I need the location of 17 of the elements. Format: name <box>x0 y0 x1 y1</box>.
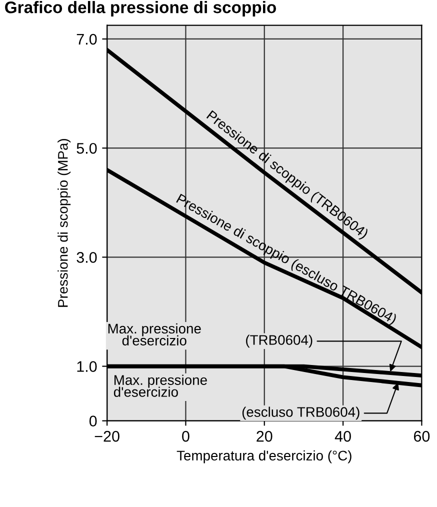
y-tick-label: 7.0 <box>76 34 97 45</box>
x-tick-label: 20 <box>256 430 272 442</box>
x-tick-label: 0 <box>182 430 190 442</box>
y-tick-label: 3.0 <box>76 252 97 263</box>
y-tick-label: 0 <box>89 416 97 426</box>
x-axis-title: Temperatura d'esercizio (°C) <box>176 450 352 464</box>
chart-title: Grafico della pressione di scoppio <box>5 1 276 17</box>
annotation: Max. pressione d'esercizio <box>108 323 201 346</box>
y-axis-title: Pressione di scoppio (MPa) <box>58 139 71 307</box>
y-tick-label: 1.0 <box>77 361 97 372</box>
x-tick-label: 60 <box>414 430 430 442</box>
annotation: (escluso TRB0604) <box>242 406 360 420</box>
annotation: Max. pressione d'esercizio <box>114 374 207 397</box>
annotation: (TRB0604) <box>246 334 312 348</box>
x-tick-label: −20 <box>94 430 120 442</box>
y-tick-label: 5.0 <box>76 142 97 154</box>
x-tick-label: 40 <box>334 430 351 442</box>
